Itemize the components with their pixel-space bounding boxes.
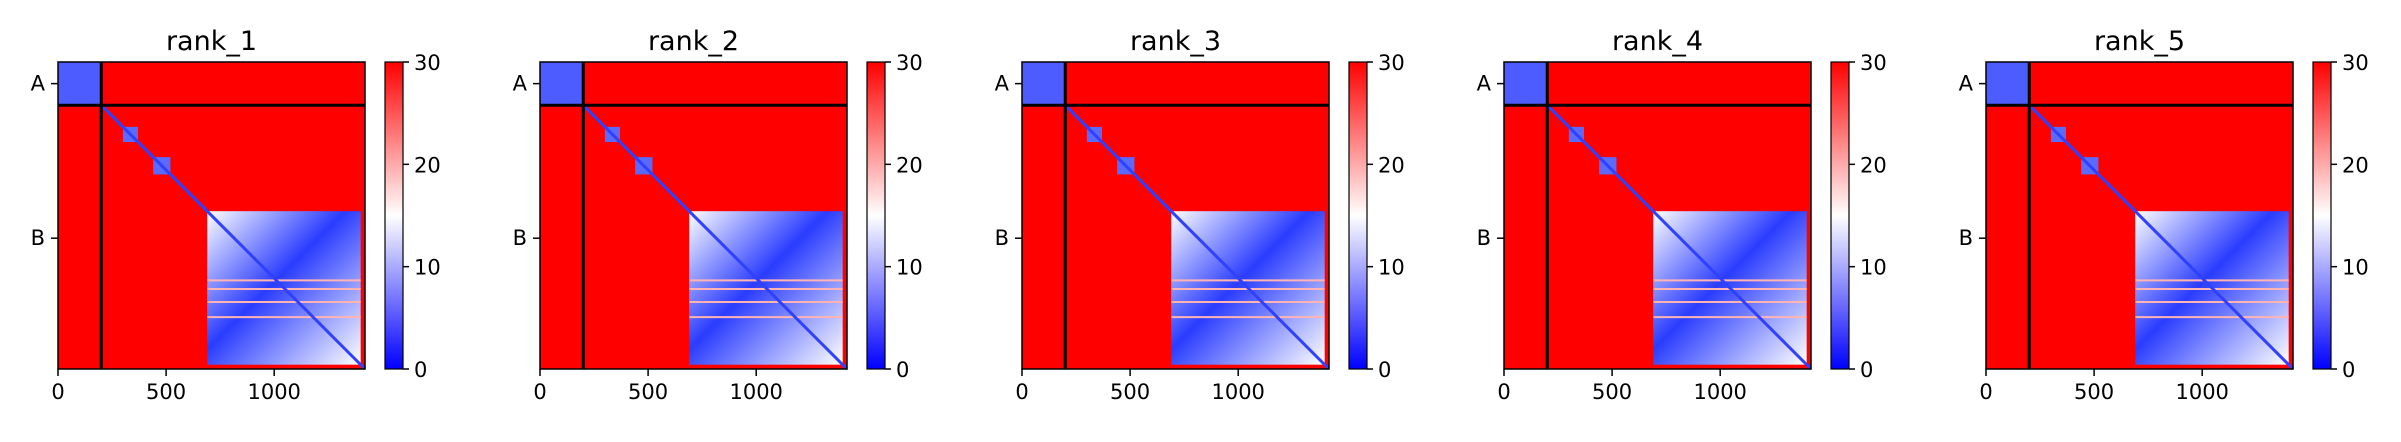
colorbar	[384, 61, 404, 370]
colorbar-tick-label: 20	[414, 153, 441, 177]
x-tick-label: 0	[51, 380, 64, 404]
y-tick-label: A	[1959, 72, 1974, 96]
subplot-3: rank_3 0 500 1000 A B 0 10 20 30	[995, 26, 1405, 404]
heatmap-diagonal	[100, 104, 367, 371]
colorbar	[1348, 61, 1368, 370]
subplot-title: rank_2	[648, 26, 739, 57]
x-tick-label: 0	[1015, 380, 1028, 404]
colorbar-tick-label: 10	[1860, 256, 1887, 280]
heatmap-diagonal	[582, 104, 849, 371]
colorbar-tick-label: 30	[1378, 51, 1405, 75]
y-tick-label: A	[995, 72, 1010, 96]
x-tick-label: 1000	[1211, 380, 1264, 404]
colorbar	[2312, 61, 2332, 370]
colorbar-tick-label: 20	[2342, 153, 2369, 177]
subplot-1: rank_1 0 500 1000 A B 0 10 20 30	[31, 26, 441, 404]
x-tick-label: 1000	[247, 380, 300, 404]
subplot-title: rank_5	[2094, 26, 2185, 57]
heatmap-block-aa	[58, 62, 102, 106]
axes-frame	[1503, 61, 1812, 370]
colorbar-tick-label: 30	[2342, 51, 2369, 75]
subplot-4: rank_4 0 500 1000 A B 0 10 20 30	[1477, 26, 1887, 404]
x-tick-label: 1000	[1693, 380, 1746, 404]
heatmap-block-aa	[1986, 62, 2030, 106]
heatmap-block-aa	[1022, 62, 1066, 106]
y-tick-label: B	[31, 226, 45, 250]
heatmap-block-aa	[540, 62, 584, 106]
colorbar-tick-label: 30	[896, 51, 923, 75]
colorbar-tick-label: 0	[1378, 358, 1391, 382]
x-tick-label: 0	[533, 380, 546, 404]
heatmap-diagonal	[1546, 104, 1813, 371]
subplot-title: rank_1	[166, 26, 257, 57]
y-tick-label: A	[513, 72, 528, 96]
colorbar-tick-label: 30	[414, 51, 441, 75]
y-tick-label: B	[995, 226, 1009, 250]
colorbar-tick-label: 10	[2342, 256, 2369, 280]
colorbar-tick-label: 20	[1860, 153, 1887, 177]
subplot-5: rank_5 0 500 1000 A B 0 10 20 30	[1959, 26, 2369, 404]
y-tick-label: A	[1477, 72, 1492, 96]
x-tick-label: 1000	[2175, 380, 2228, 404]
colorbar-tick-label: 10	[1378, 256, 1405, 280]
axes-frame	[1021, 61, 1330, 370]
subplot-2: rank_2 0 500 1000 A B 0 10 20 30	[513, 26, 923, 404]
x-tick-label: 1000	[729, 380, 782, 404]
heatmap-diagonal	[1064, 104, 1331, 371]
y-tick-label: A	[31, 72, 46, 96]
x-tick-label: 0	[1497, 380, 1510, 404]
heatmap-diagonal	[2028, 104, 2295, 371]
y-tick-label: B	[1477, 226, 1491, 250]
heatmap-block-aa	[1504, 62, 1548, 106]
colorbar-tick-label: 0	[896, 358, 909, 382]
axes-frame	[57, 61, 366, 370]
colorbar-tick-label: 0	[414, 358, 427, 382]
x-tick-label: 500	[2074, 380, 2114, 404]
colorbar-tick-label: 0	[1860, 358, 1873, 382]
x-tick-label: 500	[1592, 380, 1632, 404]
colorbar-tick-label: 10	[414, 256, 441, 280]
colorbar-tick-label: 30	[1860, 51, 1887, 75]
x-tick-label: 0	[1979, 380, 1992, 404]
axes-frame	[539, 61, 848, 370]
colorbar-tick-label: 0	[2342, 358, 2355, 382]
colorbar	[866, 61, 886, 370]
x-tick-label: 500	[146, 380, 186, 404]
x-tick-label: 500	[1110, 380, 1150, 404]
colorbar	[1830, 61, 1850, 370]
subplot-title: rank_4	[1612, 26, 1703, 57]
subplot-title: rank_3	[1130, 26, 1221, 57]
colorbar-tick-label: 20	[896, 153, 923, 177]
y-tick-label: B	[1959, 226, 1973, 250]
colorbar-tick-label: 10	[896, 256, 923, 280]
axes-frame	[1985, 61, 2294, 370]
colorbar-tick-label: 20	[1378, 153, 1405, 177]
x-tick-label: 500	[628, 380, 668, 404]
y-tick-label: B	[513, 226, 527, 250]
